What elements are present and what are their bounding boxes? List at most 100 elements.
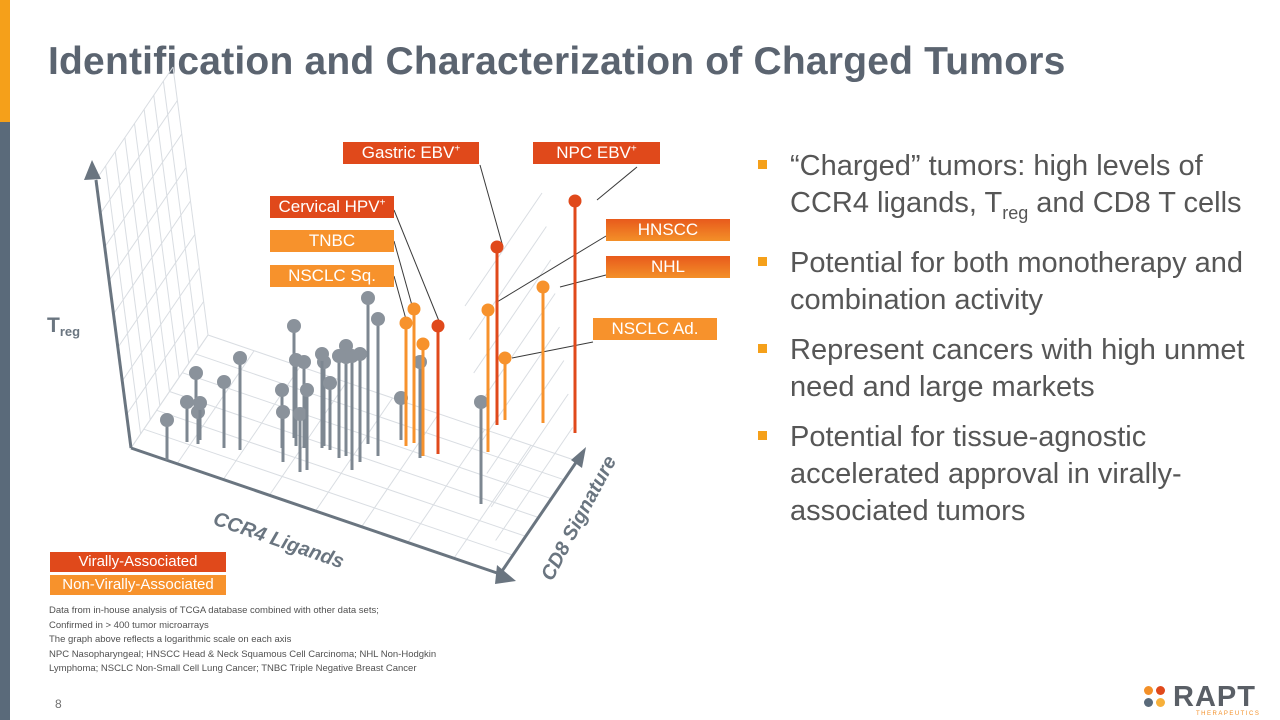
accent-bar-orange: [0, 0, 10, 122]
chart-axes: [84, 160, 586, 584]
leader-line: [393, 240, 414, 310]
charged-tumors-3d-scatter: CCR4 Ligands CD8 Signature Treg: [47, 66, 638, 584]
footnote-line: Lymphoma; NSCLC Non-Small Cell Lung Canc…: [49, 663, 417, 674]
page-number: 8: [55, 697, 62, 711]
data-point: [568, 194, 582, 208]
bullet-list: “Charged” tumors: high levels of CCR4 li…: [758, 148, 1268, 543]
data-point: [339, 339, 353, 353]
label-gastric-ebv: Gastric EBV+: [343, 142, 479, 164]
legend-non-virally-associated: Non-Virally-Associated: [50, 575, 226, 595]
logo-word: RAPT: [1173, 681, 1256, 713]
label-npc-ebv: NPC EBV+: [533, 142, 660, 164]
y-axis-arrow: [571, 447, 586, 468]
data-point: [474, 395, 488, 409]
footnotes: Data from in-house analysis of TCGA data…: [49, 604, 436, 677]
accent-bar: [0, 0, 10, 720]
data-point: [416, 337, 430, 351]
gridline: [207, 334, 578, 462]
gridline: [495, 427, 574, 541]
bullet-square-icon: [758, 160, 767, 169]
data-point: [315, 347, 329, 361]
x-axis-label: CCR4 Ligands: [210, 508, 346, 573]
y-axis-label: CD8 Signature: [537, 452, 621, 584]
label-nsclc-ad: NSCLC Ad.: [593, 318, 717, 340]
leader-line: [559, 274, 607, 288]
data-point: [431, 319, 445, 333]
z-axis-arrow: [84, 160, 101, 180]
z-axis-line: [94, 179, 133, 449]
label-leader-lines: [393, 164, 638, 359]
logo-dots-icon: [1144, 686, 1166, 708]
gridline: [143, 428, 513, 556]
gridline: [464, 192, 543, 307]
footnote-line: Data from in-house analysis of TCGA data…: [49, 605, 379, 616]
label-nsclc-sq: NSCLC Sq.: [270, 265, 394, 287]
data-point: [536, 280, 550, 294]
gridline: [134, 123, 170, 392]
footnote-line: Confirmed in > 400 tumor microarrays: [49, 619, 209, 631]
data-point: [275, 383, 289, 397]
rapt-logo: RAPT THERAPEUTICS: [1144, 681, 1264, 720]
bullet-item: Potential for both monotherapy and combi…: [758, 245, 1268, 319]
data-point: [399, 316, 413, 330]
bullet-item: “Charged” tumors: high levels of CCR4 li…: [758, 148, 1268, 232]
bullet-square-icon: [758, 343, 767, 353]
slide-title: Identification and Characterization of C…: [48, 40, 1066, 83]
data-point: [490, 240, 504, 254]
data-point: [407, 302, 421, 316]
leader-line: [393, 275, 408, 324]
data-point: [276, 405, 290, 419]
data-point: [289, 353, 303, 367]
data-point: [332, 349, 346, 363]
logo-subtext: THERAPEUTICS: [1196, 711, 1261, 717]
data-point: [160, 413, 174, 427]
legend-virally-associated: Virally-Associated: [50, 552, 226, 572]
gridline: [153, 95, 190, 364]
bullet-item: Represent cancers with high unmet need a…: [758, 332, 1268, 406]
z-axis-label: Treg: [47, 314, 80, 339]
gridline: [156, 409, 526, 537]
gridline: [162, 81, 199, 350]
label-hnscc: HNSCC: [606, 219, 730, 241]
data-point: [498, 351, 512, 365]
gridline: [114, 151, 151, 420]
bullet-item: Potential for tissue-agnostic accelerate…: [758, 419, 1268, 530]
data-point: [361, 291, 375, 305]
leader-line: [479, 164, 504, 248]
gridline: [124, 137, 161, 406]
data-point: [180, 395, 194, 409]
data-point: [189, 366, 203, 380]
data-point: [481, 303, 495, 317]
leader-line: [511, 341, 594, 359]
leader-line: [596, 166, 638, 201]
chart-gridlines: [95, 66, 578, 575]
gridline: [468, 226, 547, 340]
x-axis-arrow: [495, 565, 516, 584]
label-cervical-hpv: Cervical HPV+: [270, 196, 394, 218]
data-point: [371, 312, 385, 326]
data-point: [287, 319, 301, 333]
data-point: [193, 396, 207, 410]
bullet-square-icon: [758, 256, 767, 266]
y-axis-line: [498, 460, 579, 575]
label-nhl: NHL: [606, 256, 730, 278]
leader-line: [496, 235, 607, 303]
gridline: [169, 391, 539, 518]
data-point: [323, 376, 337, 390]
gridline: [143, 109, 180, 378]
x-axis-line: [130, 446, 501, 576]
point-stems: [160, 194, 582, 504]
gridline: [172, 66, 209, 336]
gridline: [195, 353, 565, 481]
leader-line: [393, 209, 442, 327]
data-point: [293, 407, 307, 421]
gridline: [486, 360, 565, 474]
data-point: [300, 383, 314, 397]
footnote-line: NPC Nasopharyngeal; HNSCC Head & Neck Sq…: [49, 648, 437, 660]
footnote-line: The graph above reflects a logarithmic s…: [49, 634, 292, 645]
label-tnbc: TNBC: [270, 230, 394, 252]
bullet-square-icon: [758, 430, 767, 440]
gridline: [482, 326, 560, 441]
data-point: [217, 375, 231, 389]
gridline: [490, 393, 569, 508]
